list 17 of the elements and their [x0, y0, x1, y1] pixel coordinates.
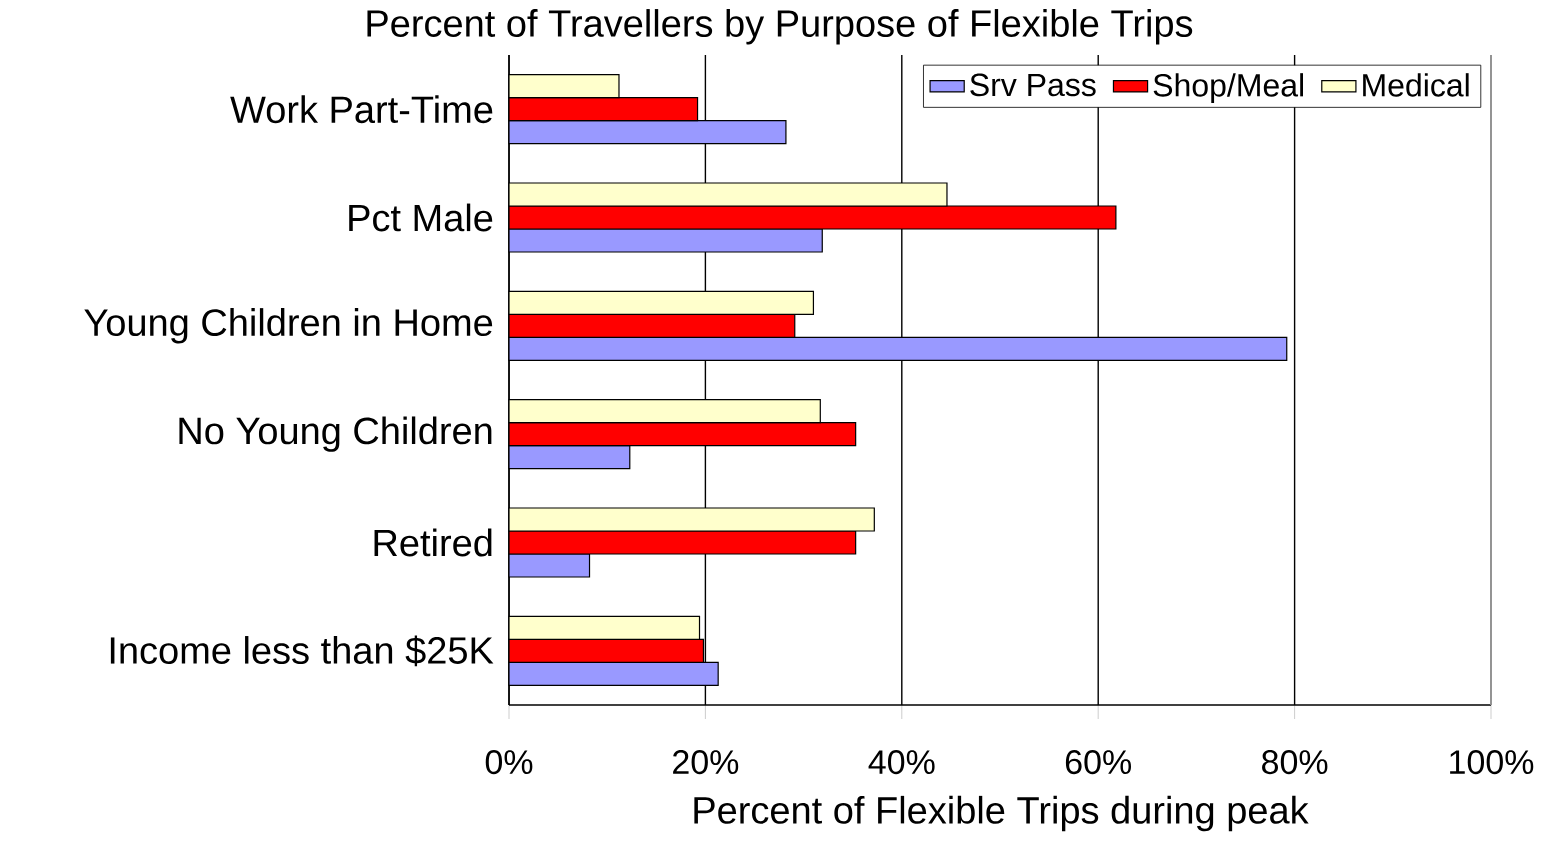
x-tick-label: 40%	[868, 750, 935, 775]
x-tick-label: 100%	[1450, 750, 1534, 775]
y-tick-label: Work Part-Time	[230, 95, 493, 124]
y-tick-label: No Young Children	[179, 416, 492, 452]
x-tick-label: 0%	[485, 750, 533, 775]
x-tick-label: 60%	[1065, 750, 1131, 775]
legend-label: Srv Pass	[970, 73, 1096, 97]
y-tick-label: Young Children in Home	[84, 308, 493, 344]
x-axis-title: Percent of Flexible Trips during peak	[694, 795, 1309, 832]
x-tick-label: 20%	[673, 750, 739, 775]
legend-label: Medical	[1363, 73, 1469, 97]
chart-title: Percent of Travellers by Purpose of Flexible Trips	[367, 9, 1193, 45]
y-tick-label: Pct Male	[349, 203, 493, 232]
y-tick-label: Retired	[374, 528, 492, 557]
x-tick-label: 80%	[1262, 750, 1328, 775]
y-tick-label: Income less than $25K	[110, 635, 494, 667]
legend-label: Shop/Meal	[1153, 73, 1303, 103]
